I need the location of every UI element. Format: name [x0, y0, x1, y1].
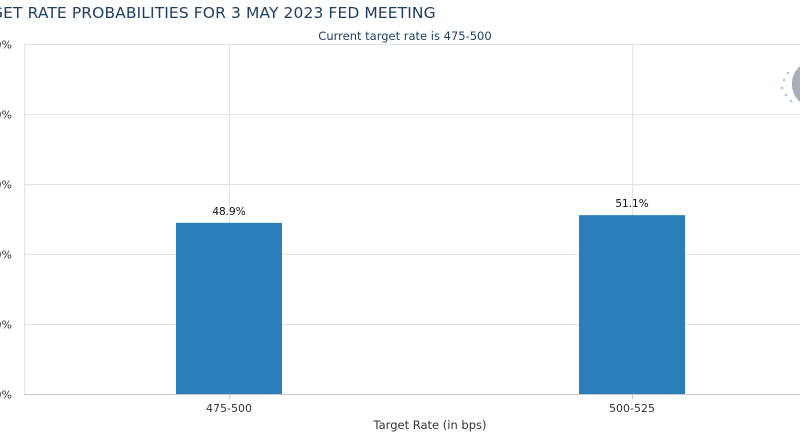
x-tick-label: 475-500 [206, 402, 252, 415]
bar-value-label: 51.1% [615, 198, 648, 210]
bar-500-525 [579, 215, 685, 394]
y-tick-label: 20% [0, 319, 12, 332]
x-axis-title: Target Rate (in bps) [373, 418, 487, 432]
y-tick-label: 60% [0, 179, 12, 192]
bars: 48.9% 51.1% [176, 198, 685, 394]
chart-title: GET RATE PROBABILITIES FOR 3 MAY 2023 FE… [0, 4, 436, 22]
bar-475-500 [176, 222, 282, 394]
y-tick-label: 100% [0, 39, 12, 52]
bar-value-label: 48.9% [212, 206, 245, 218]
y-tick-label: 0% [0, 389, 12, 402]
chart-subtitle: Current target rate is 475-500 [318, 29, 492, 43]
x-axis-tick-labels: 475-500 500-525 [206, 394, 655, 415]
watermark-logo-fragment [780, 66, 800, 103]
y-tick-label: 80% [0, 109, 12, 122]
x-tick-label: 500-525 [609, 402, 655, 415]
y-axis-tick-labels: 0% 20% 40% 60% 80% 100% [0, 39, 12, 402]
y-tick-label: 40% [0, 249, 12, 262]
